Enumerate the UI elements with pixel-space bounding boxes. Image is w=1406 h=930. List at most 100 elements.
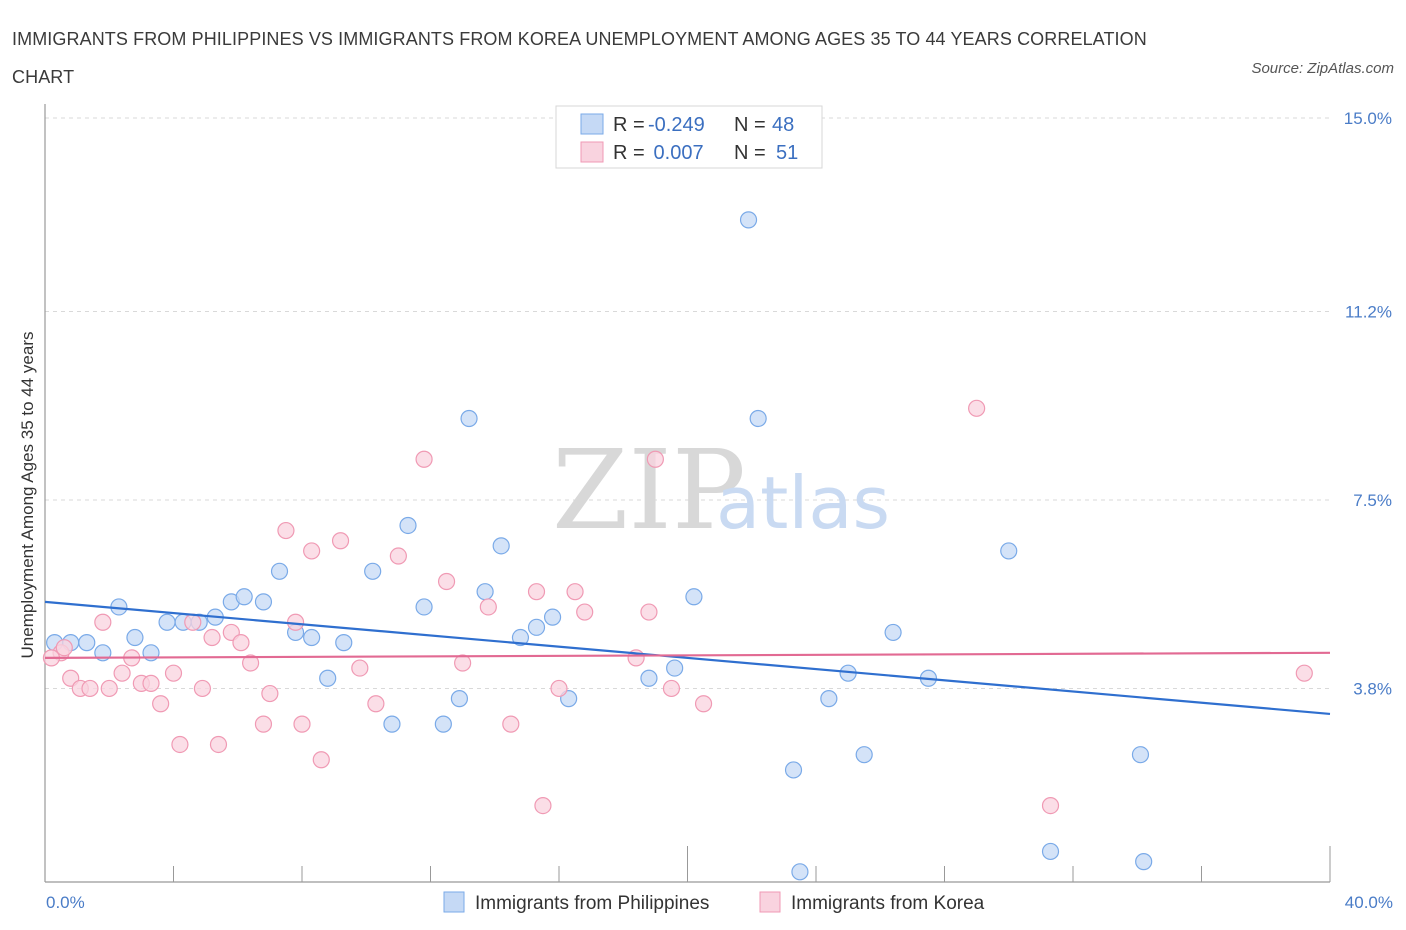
korea-point-33 [454, 654, 472, 672]
korea-point-30 [389, 547, 407, 565]
korea-point-43 [646, 450, 664, 468]
philippines-point-32 [640, 669, 658, 687]
korea-point-45 [694, 695, 713, 713]
philippines-point-27 [492, 537, 510, 555]
philippines-point-22 [415, 598, 433, 616]
x-tick-label-1: 40.0% [1345, 893, 1393, 912]
philippines-point-2 [78, 634, 96, 652]
legend-r-label-korea: R = [613, 142, 645, 164]
legend-n-label-korea: N = [734, 142, 766, 164]
korea-point-29 [367, 695, 385, 713]
philippines-point-35 [739, 211, 758, 229]
philippines-point-25 [460, 409, 478, 428]
korea-point-32 [437, 572, 456, 591]
y-tick-label-0: 3.8% [1353, 679, 1392, 698]
korea-point-4 [94, 613, 112, 631]
y-tick-labels: 3.8% 7.5% 11.2% 15.0% [1344, 109, 1392, 698]
philippines-point-29 [527, 618, 546, 636]
korea-point-22 [277, 521, 295, 540]
philippines-point-13 [254, 593, 273, 611]
philippines-point-45 [1041, 842, 1060, 861]
legend: R = -0.249 N = 48 R = 0.007 N = 51 [555, 105, 823, 169]
korea-point-40 [576, 603, 594, 621]
watermark: ZIP atlas [552, 426, 890, 554]
korea-point-10 [152, 695, 170, 713]
philippines-point-23 [434, 715, 452, 733]
korea-point-37 [534, 796, 552, 815]
korea-point-21 [261, 684, 279, 703]
korea-point-28 [351, 659, 369, 677]
philippines-point-38 [791, 863, 809, 881]
y-axis-label: Unemployment Among Ages 35 to 44 years [18, 332, 37, 659]
korea-point-25 [303, 542, 321, 560]
data-points [42, 211, 1313, 881]
korea-point-13 [184, 613, 202, 631]
korea-point-48 [1295, 664, 1313, 682]
legend-r-value-korea: 0.007 [648, 142, 704, 164]
philippines-point-5 [126, 628, 144, 647]
philippines-point-26 [476, 583, 494, 601]
legend-n-label-philippines: N = [734, 114, 766, 136]
philippines-point-14 [270, 562, 289, 580]
korea-point-14 [193, 679, 212, 698]
korea-point-5 [100, 679, 118, 698]
korea-point-12 [171, 735, 189, 754]
philippines-point-44 [1000, 542, 1018, 560]
philippines-trend-line [44, 600, 1331, 716]
korea-point-16 [209, 735, 228, 754]
korea-point-31 [415, 450, 433, 468]
korea-point-19 [242, 654, 260, 672]
korea-point-9 [142, 674, 160, 692]
philippines-point-41 [855, 746, 873, 764]
korea-point-38 [550, 679, 568, 698]
watermark-zip: ZIP [552, 426, 746, 554]
legend-swatch-korea [580, 141, 604, 163]
korea-point-11 [164, 664, 183, 682]
legend-n-value-philippines: 48 [772, 114, 794, 136]
y-tick-label-1: 7.5% [1353, 491, 1392, 510]
watermark-atlas: atlas [716, 461, 890, 545]
x-tick-labels: 0.0% 40.0% [46, 893, 1393, 912]
korea-point-26 [312, 751, 330, 769]
philippines-point-30 [543, 608, 562, 626]
korea-point-44 [662, 679, 681, 698]
korea-point-20 [254, 715, 273, 733]
philippines-point-39 [820, 690, 838, 708]
korea-point-36 [527, 583, 546, 601]
philippines-point-19 [364, 562, 382, 580]
philippines-point-21 [399, 516, 417, 535]
korea-point-47 [1041, 796, 1060, 815]
korea-point-50 [55, 639, 73, 657]
philippines-point-12 [235, 588, 253, 606]
korea-point-27 [331, 532, 350, 550]
x-tick-label-0: 0.0% [46, 893, 85, 912]
legend-swatch-philippines [580, 113, 604, 135]
korea-point-42 [640, 603, 658, 621]
philippines-point-16 [303, 628, 321, 647]
korea-point-18 [232, 634, 250, 652]
bottom-legend-label-philippines: Immigrants from Philippines [475, 893, 709, 914]
chart-title: IMMIGRANTS FROM PHILIPPINES VS IMMIGRANT… [12, 29, 1147, 87]
philippines-point-7 [158, 613, 176, 631]
philippines-point-42 [884, 623, 902, 642]
legend-r-value-philippines: -0.249 [648, 114, 705, 136]
philippines-point-34 [685, 588, 703, 606]
philippines-point-37 [784, 761, 803, 779]
korea-point-3 [81, 679, 99, 698]
bottom-legend-label-korea: Immigrants from Korea [791, 893, 985, 914]
korea-point-46 [968, 399, 986, 417]
bottom-legend-swatch-philippines [443, 891, 465, 913]
korea-point-24 [293, 715, 311, 733]
legend-n-value-korea: 51 [776, 142, 798, 164]
bottom-legend: Immigrants from Philippines Immigrants f… [443, 891, 985, 914]
chart-source: Source: ZipAtlas.com [1251, 60, 1394, 77]
philippines-point-24 [450, 690, 469, 708]
y-tick-label-3: 15.0% [1344, 109, 1392, 128]
korea-point-35 [502, 715, 520, 733]
korea-point-39 [566, 583, 584, 601]
korea-trend-line [44, 651, 1331, 659]
bottom-legend-swatch-korea [759, 891, 781, 913]
philippines-point-46 [1131, 746, 1150, 764]
philippines-point-28 [511, 628, 530, 647]
